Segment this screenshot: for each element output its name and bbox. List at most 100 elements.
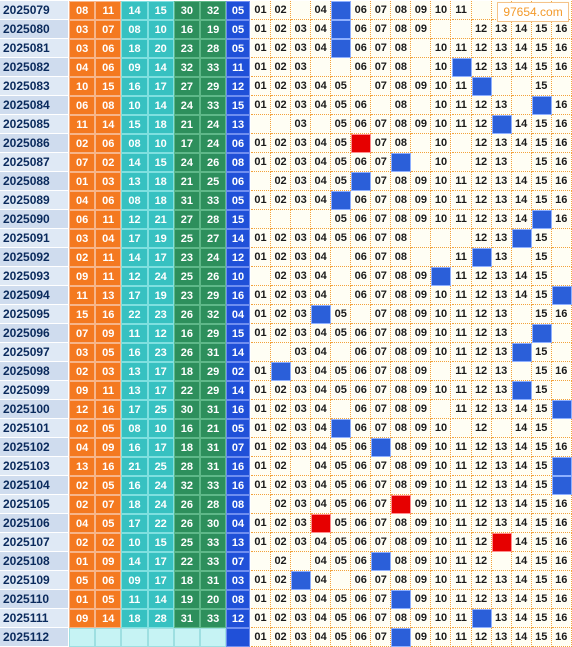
blue-trend-cell: 02 <box>271 267 292 286</box>
red-ball: 04 <box>69 438 96 457</box>
red-ball: 33 <box>200 609 227 628</box>
period-label: 2025088 <box>0 172 68 191</box>
blue-trend-repeat <box>311 514 332 533</box>
blue-trend-cell: 12 <box>471 115 492 134</box>
red-ball: 14 <box>147 96 174 115</box>
blue-trend-cell: 05 <box>331 438 352 457</box>
blue-trend-cell: 16 <box>551 191 572 210</box>
blue-trend-hit <box>371 438 392 457</box>
red-ball: 16 <box>121 476 148 495</box>
red-ball: 14 <box>95 115 122 134</box>
blue-trend-cell: 16 <box>551 609 572 628</box>
red-ball: 25 <box>200 172 227 191</box>
blue-trend-cell <box>331 571 352 590</box>
blue-trend-cell: 10 <box>431 172 452 191</box>
blue-trend-cell <box>411 153 432 172</box>
period-label: 2025103 <box>0 457 68 476</box>
blue-trend-cell: 16 <box>551 495 572 514</box>
blue-ball: 13 <box>226 115 250 134</box>
blue-trend-cell: 08 <box>391 362 412 381</box>
blue-trend-cell: 08 <box>391 77 412 96</box>
blue-trend-cell: 05 <box>331 305 352 324</box>
blue-trend-cell <box>351 77 372 96</box>
blue-trend-cell: 09 <box>411 267 432 286</box>
blue-trend-cell: 16 <box>551 210 572 229</box>
blue-trend-cell <box>491 419 512 438</box>
period-label: 2025096 <box>0 324 68 343</box>
blue-trend-cell: 08 <box>391 39 412 58</box>
red-ball: 18 <box>173 571 200 590</box>
blue-trend-cell: 02 <box>271 229 292 248</box>
blue-trend-cell: 12 <box>471 381 492 400</box>
blue-trend-cell: 08 <box>391 191 412 210</box>
blue-trend-cell: 11 <box>451 248 472 267</box>
blue-trend-cell <box>551 381 572 400</box>
red-ball: 08 <box>121 20 148 39</box>
blue-trend-cell <box>271 115 292 134</box>
blue-trend-cell <box>291 552 312 571</box>
blue-trend-cell: 03 <box>291 191 312 210</box>
red-ball: 33 <box>200 58 227 77</box>
blue-trend-hit <box>331 20 352 39</box>
blue-trend-cell: 12 <box>471 476 492 495</box>
red-ball: 33 <box>200 476 227 495</box>
blue-trend-cell: 02 <box>271 20 292 39</box>
blue-trend-cell: 15 <box>531 533 552 552</box>
red-ball: 16 <box>95 400 122 419</box>
period-label: 2025107 <box>0 533 68 552</box>
red-ball-empty <box>121 628 148 647</box>
red-ball: 16 <box>121 343 148 362</box>
blue-trend-cell: 01 <box>251 20 272 39</box>
blue-trend-cell: 12 <box>471 286 492 305</box>
blue-trend-cell: 11 <box>451 514 472 533</box>
blue-trend-cell: 02 <box>271 438 292 457</box>
blue-trend-cell: 02 <box>271 571 292 590</box>
red-ball: 17 <box>121 514 148 533</box>
blue-trend-repeat <box>351 134 372 153</box>
blue-trend-cell: 04 <box>311 286 332 305</box>
blue-trend-cell: 12 <box>471 172 492 191</box>
period-label: 2025082 <box>0 58 68 77</box>
blue-trend-cell: 09 <box>411 609 432 628</box>
red-ball: 24 <box>147 267 174 286</box>
blue-trend-cell: 07 <box>371 153 392 172</box>
red-ball: 14 <box>147 58 174 77</box>
blue-trend-cell: 02 <box>271 590 292 609</box>
red-ball: 09 <box>69 381 96 400</box>
period-label: 2025105 <box>0 495 68 514</box>
blue-trend-cell: 15 <box>531 77 552 96</box>
red-ball: 14 <box>121 1 148 20</box>
red-ball: 02 <box>69 533 96 552</box>
blue-trend-cell: 10 <box>431 438 452 457</box>
blue-trend-cell <box>411 96 432 115</box>
blue-trend-cell: 12 <box>471 571 492 590</box>
blue-trend-cell: 09 <box>411 172 432 191</box>
blue-trend-cell: 08 <box>391 1 412 20</box>
red-ball: 14 <box>121 552 148 571</box>
blue-ball: 07 <box>226 552 250 571</box>
red-ball: 32 <box>173 58 200 77</box>
blue-trend-cell <box>411 229 432 248</box>
blue-trend-cell: 06 <box>351 153 372 172</box>
blue-trend-cell: 06 <box>351 400 372 419</box>
blue-trend-cell: 02 <box>271 1 292 20</box>
blue-trend-cell: 14 <box>511 134 532 153</box>
blue-trend-cell: 08 <box>391 20 412 39</box>
blue-ball: 12 <box>226 609 250 628</box>
blue-trend-cell: 09 <box>411 571 432 590</box>
blue-trend-cell <box>311 115 332 134</box>
red-ball: 11 <box>95 210 122 229</box>
blue-trend-cell: 07 <box>371 229 392 248</box>
blue-ball: 04 <box>226 305 250 324</box>
blue-trend-hit <box>391 153 412 172</box>
period-label: 2025084 <box>0 96 68 115</box>
blue-trend-cell: 15 <box>531 39 552 58</box>
blue-trend-cell: 09 <box>411 590 432 609</box>
blue-trend-cell: 11 <box>451 286 472 305</box>
red-ball: 11 <box>95 248 122 267</box>
blue-trend-cell: 07 <box>371 58 392 77</box>
blue-trend-cell: 14 <box>511 115 532 134</box>
red-ball: 21 <box>173 172 200 191</box>
blue-trend-cell: 11 <box>451 39 472 58</box>
blue-trend-cell: 09 <box>411 305 432 324</box>
